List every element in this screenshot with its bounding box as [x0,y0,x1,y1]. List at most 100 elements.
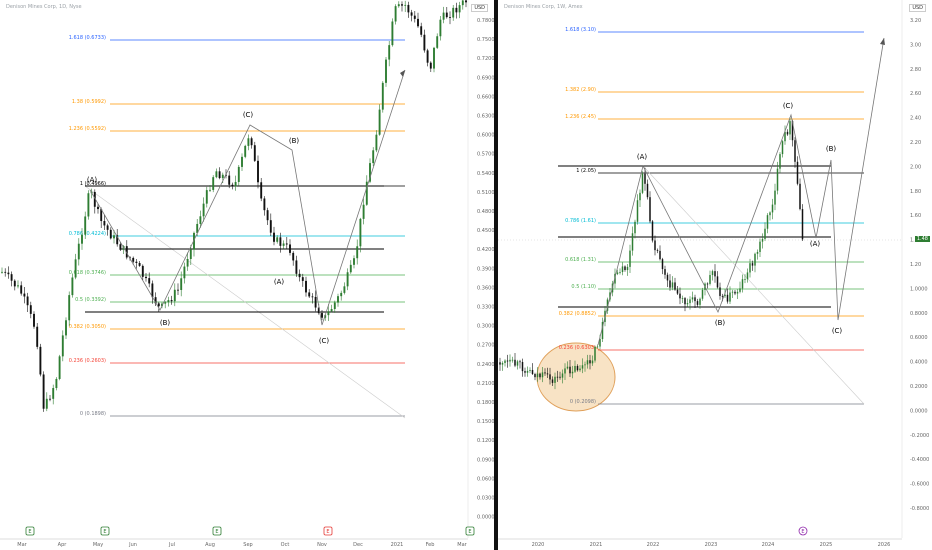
candle-body [779,154,781,169]
wave-label: (A) [810,240,821,248]
y-axis-tick-label: 0.0900 [477,457,494,463]
candle-body [536,373,539,378]
candle-body [157,303,160,307]
candle-body [420,26,423,35]
candle-body [706,283,709,285]
fib-level-label: 1.618 (3.10) [565,27,596,33]
candle-body [61,335,64,357]
candle-body [49,398,51,400]
candle-body [401,4,403,6]
candle-body [346,272,349,287]
candle-body [183,266,186,279]
fib-level-label: 1 (2.05) [576,168,596,174]
fib-level-label: 0.5 (1.10) [571,284,596,290]
candle-body [636,200,639,222]
candle-body [786,131,789,135]
candle-body [571,371,574,374]
fib-level-label: 0.786 (1.61) [565,218,596,224]
panel-divider[interactable] [494,0,498,550]
wave-label: (B) [826,145,837,153]
y-axis-tick-label: 0.3300 [477,305,494,311]
left-chart-canvas[interactable]: 0.7800 0.7500 0.7200 0.6900 0.6600 0.6300 0.60… [0,0,494,550]
candle-body [664,269,666,275]
candle-body [764,228,766,239]
candle-body [649,197,651,222]
earnings-badge-label: E [801,529,804,535]
candle-body [599,339,601,347]
candle-body [449,17,451,18]
right-chart-canvas[interactable]: 3.203.002.802.602.402.202.001.801.601.40… [498,0,932,550]
candle-body [388,45,391,60]
x-axis-tick-label: Feb [426,542,435,548]
candle-body [413,15,416,19]
candle-body [646,183,649,198]
fib-level-label: 0.618 (0.3746) [69,270,106,276]
candle-body [796,161,799,184]
candle-body [691,297,694,300]
candle-body [282,243,285,246]
candle-body [423,34,426,51]
wave-label: (C) [783,102,794,110]
candle-body [154,297,157,304]
left-currency-button[interactable]: USD [471,4,488,12]
y-axis-tick-label: 0.4800 [477,209,494,215]
candle-body [20,285,23,294]
candle-body [93,191,96,207]
candle-body [676,289,679,294]
candle-body [145,276,147,279]
y-axis-tick-label: 0.7500 [477,37,494,43]
candle-body [244,145,247,157]
trend-diagonal [84,185,406,419]
candle-body [641,173,644,193]
earnings-badge-label: E [28,529,31,535]
candle-body [701,289,704,299]
wave-label: (A) [87,176,98,184]
candle-body [218,171,221,179]
candle-body [719,287,721,296]
candle-body [721,295,724,297]
candle-body [202,203,205,217]
candle-body [394,6,397,22]
y-axis-tick-label: 3.20 [910,18,921,24]
candle-body [791,121,794,141]
candle-body [619,272,621,273]
candle-body [729,292,731,302]
candle-body [669,280,671,288]
candle-body [651,221,654,241]
y-axis-tick-label: 0.3900 [477,266,494,272]
candle-body [799,183,801,210]
candle-body [135,261,138,263]
candle-body [511,359,514,361]
candle-body [26,296,29,306]
candle-body [559,376,561,378]
candle-body [751,263,754,266]
earnings-badge [798,526,808,536]
candle-body [375,134,378,151]
earnings-badge-label: E [215,529,218,535]
candle-body [209,189,211,191]
candle-body [23,293,26,297]
right-chart-panel[interactable]: 3.203.002.802.602.402.202.001.801.601.40… [498,0,932,550]
fib-level-label: 0.382 (0.8852) [559,311,596,317]
earnings-badge [323,526,333,536]
candle-body [556,376,559,378]
candle-body [292,252,295,261]
candle-body [741,279,744,289]
y-axis-tick-label: -0.2000 [910,433,929,439]
candle-body [531,369,534,374]
candle-body [681,298,684,299]
candle-body [215,171,218,178]
candle-body [794,140,796,162]
right-currency-button[interactable]: USD [909,4,926,12]
left-chart-panel[interactable]: 0.7800 0.7500 0.7200 0.6900 0.6600 0.6300 0.60… [0,0,494,550]
candle-body [591,360,594,364]
candle-body [247,138,250,146]
candle-body [266,210,269,221]
candle-body [766,215,769,229]
candle-body [330,309,333,312]
x-axis-tick-label: 2025 [820,542,833,548]
candle-body [250,138,253,146]
candle-body [639,192,641,201]
candle-body [581,365,584,369]
trend-diagonal [642,165,865,405]
